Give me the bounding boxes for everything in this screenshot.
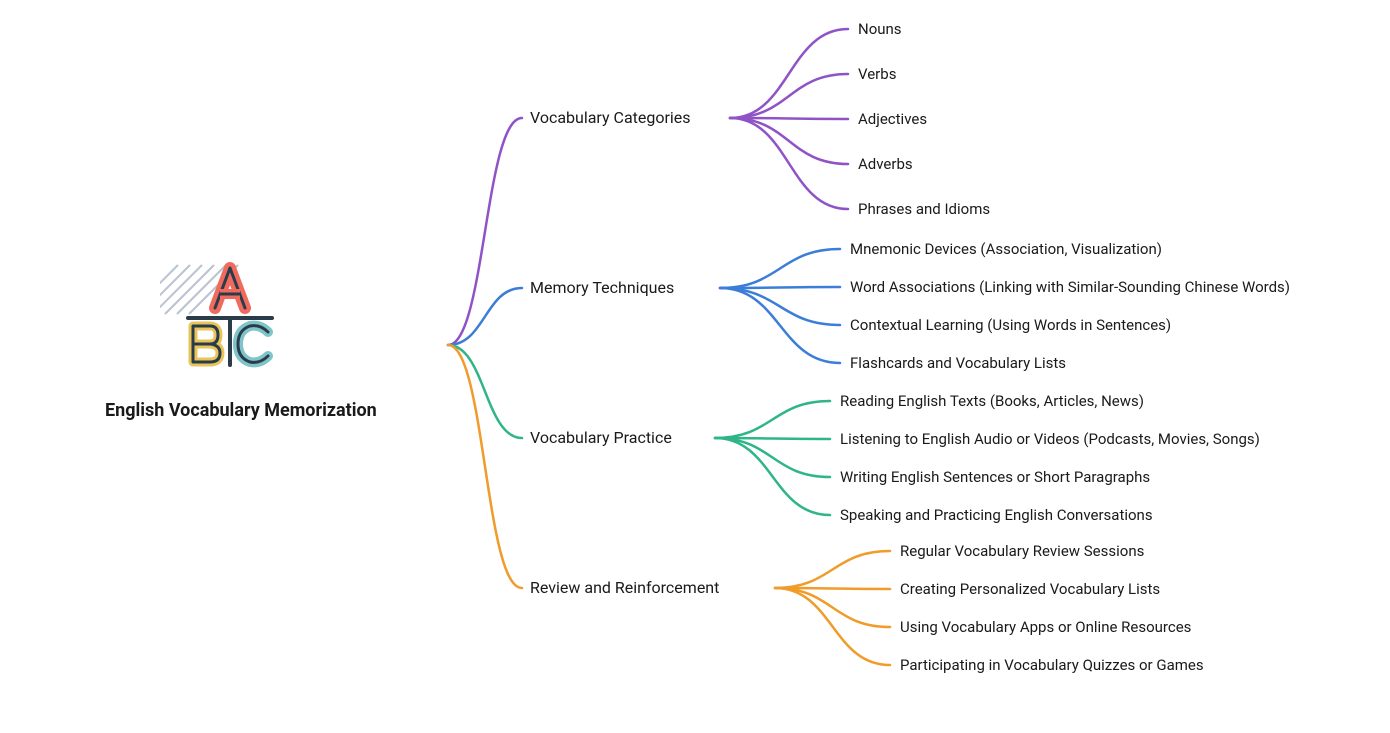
root-label: English Vocabulary Memorization [105,400,377,421]
leaf-label: Contextual Learning (Using Words in Sent… [850,316,1171,334]
leaf-label: Adjectives [858,110,927,128]
leaf-label: Speaking and Practicing English Conversa… [840,506,1153,524]
branch-label: Review and Reinforcement [530,578,719,597]
leaf-label: Nouns [858,20,902,38]
leaf-label: Adverbs [858,155,913,173]
leaf-label: Reading English Texts (Books, Articles, … [840,392,1144,410]
leaf-label: Creating Personalized Vocabulary Lists [900,580,1160,598]
leaf-label: Flashcards and Vocabulary Lists [850,354,1066,372]
leaf-label: Writing English Sentences or Short Parag… [840,468,1150,486]
branch-label: Vocabulary Categories [530,108,691,127]
leaf-label: Participating in Vocabulary Quizzes or G… [900,656,1204,674]
branch-label: Memory Techniques [530,278,674,297]
abc-icon [160,260,300,370]
leaf-label: Mnemonic Devices (Association, Visualiza… [850,240,1162,258]
branch-label: Vocabulary Practice [530,428,672,447]
letter-c [238,326,268,363]
leaf-label: Verbs [858,65,896,83]
leaf-label: Regular Vocabulary Review Sessions [900,542,1144,560]
leaf-label: Listening to English Audio or Videos (Po… [840,430,1260,448]
letter-a [215,268,245,308]
leaf-label: Using Vocabulary Apps or Online Resource… [900,618,1191,636]
leaf-label: Phrases and Idioms [858,200,990,218]
letter-b [193,326,220,362]
leaf-label: Word Associations (Linking with Similar-… [850,278,1290,296]
